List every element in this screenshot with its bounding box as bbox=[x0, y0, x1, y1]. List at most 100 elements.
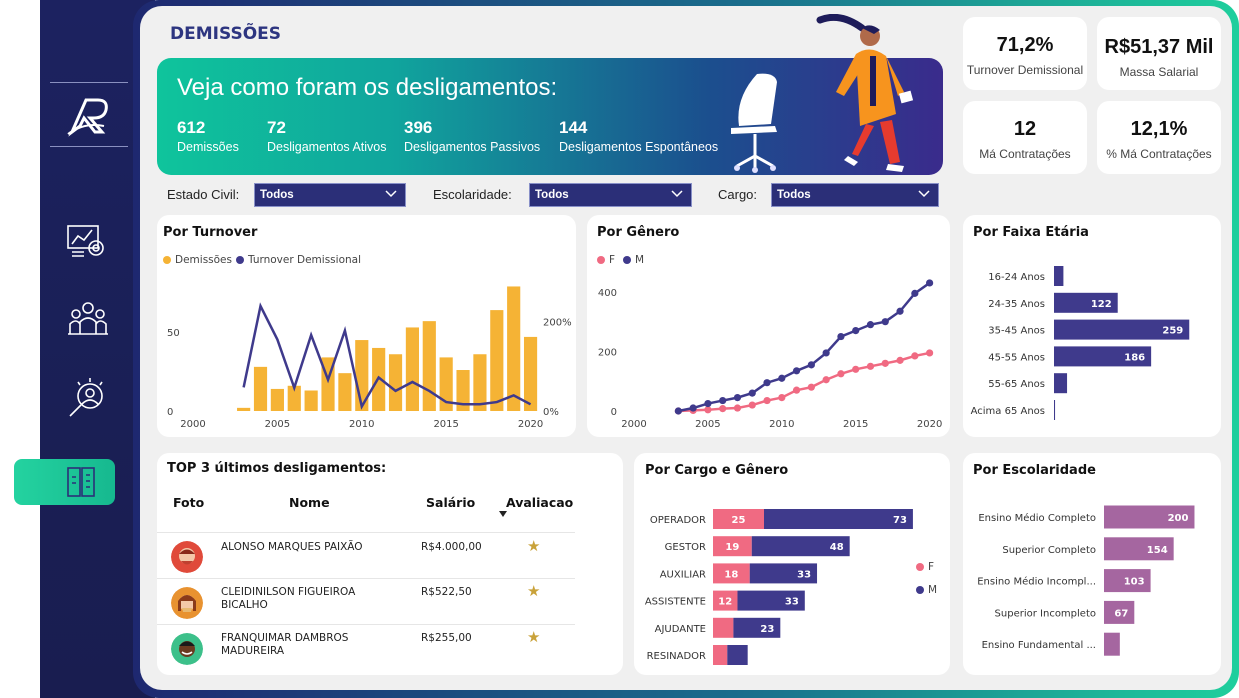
column-header-salario[interactable]: Salário bbox=[426, 495, 476, 510]
table-row[interactable]: ALONSO MARQUES PAIXÃO R$4.000,00 ★ bbox=[157, 532, 575, 578]
y-tick-label: 200 bbox=[598, 347, 617, 358]
series-point-f bbox=[822, 376, 830, 384]
legend-item: Demissões bbox=[175, 254, 232, 266]
bar bbox=[1104, 537, 1174, 561]
chart-legend: Demissões Turnover Demissional bbox=[163, 254, 361, 266]
row-name: CLEIDINILSON FIGUEIROA BICALHO bbox=[221, 586, 356, 611]
star-rating-icon: ★ bbox=[527, 628, 541, 646]
filter-escolaridade-label: Escolaridade: bbox=[433, 187, 512, 202]
bar bbox=[1054, 292, 1118, 313]
series-point-m bbox=[733, 394, 742, 402]
x-tick-label: 2010 bbox=[769, 419, 794, 430]
data-label: 33 bbox=[785, 597, 799, 608]
series-point-f bbox=[911, 352, 919, 360]
series-point-f bbox=[778, 394, 786, 402]
legend-item: M bbox=[928, 584, 938, 596]
series-point-f bbox=[792, 386, 801, 394]
filter-cargo-label: Cargo: bbox=[718, 187, 758, 202]
select-value: Todos bbox=[260, 189, 294, 201]
legend-item: F bbox=[609, 254, 616, 266]
kpi-massa-salarial: R$51,37 Mil Massa Salarial bbox=[1097, 17, 1221, 90]
filter-escolaridade-select[interactable]: Todos bbox=[529, 183, 692, 207]
series-point-f bbox=[896, 356, 904, 364]
banner-title: Veja como foram os desligamentos: bbox=[177, 74, 558, 101]
bar bbox=[1054, 400, 1056, 420]
series-line-m bbox=[678, 281, 931, 413]
recruitment-search-icon[interactable] bbox=[64, 374, 112, 420]
sidebar-item-active[interactable] bbox=[14, 459, 115, 505]
row-salary: R$255,00 bbox=[421, 632, 472, 644]
table-row[interactable]: FRANQUIMAR DAMBROS MADUREIRA R$255,00 ★ bbox=[157, 624, 575, 670]
stat-passivos: 396 Desligamentos Passivos bbox=[404, 118, 540, 154]
category-label: Acima 65 Anos bbox=[971, 406, 1045, 417]
star-rating-icon: ★ bbox=[527, 582, 541, 600]
legend-dot bbox=[163, 256, 171, 264]
faixa-etaria-chart: 16-24 Anos 24-35 Anos 122 35-45 Anos 259 45-5… bbox=[971, 266, 1190, 420]
select-value: Todos bbox=[535, 189, 569, 201]
column-header-nome[interactable]: Nome bbox=[289, 495, 330, 510]
bar-m bbox=[727, 645, 748, 665]
table-row[interactable]: CLEIDINILSON FIGUEIROA BICALHO R$522,50 … bbox=[157, 578, 575, 624]
series-point-m bbox=[866, 321, 875, 329]
bar bbox=[1104, 569, 1151, 593]
bar-f bbox=[713, 590, 738, 611]
y-tick-label: 400 bbox=[598, 288, 617, 299]
cargo-genero-chart: OPERADOR 25 73 GESTOR 19 48 AUXILIAR 18 33 ASSIST… bbox=[645, 509, 913, 665]
series-point-f bbox=[837, 370, 845, 378]
series-point-m bbox=[674, 407, 682, 415]
category-label: 45-55 Anos bbox=[988, 352, 1045, 363]
y-tick-label: 0 bbox=[167, 407, 173, 418]
team-icon[interactable] bbox=[64, 296, 112, 342]
sort-desc-icon[interactable] bbox=[499, 511, 507, 517]
data-label: 18 bbox=[724, 569, 738, 580]
category-label: Ensino Fundamental ... bbox=[982, 640, 1096, 651]
category-label: 55-65 Anos bbox=[988, 379, 1045, 390]
series-point-m bbox=[748, 389, 756, 397]
data-label: 23 bbox=[760, 624, 774, 635]
bar bbox=[1054, 373, 1068, 394]
chart-card-faixa-etaria: Por Faixa Etária 16-24 Anos 24-35 Anos 122… bbox=[963, 215, 1221, 437]
category-label: AJUDANTE bbox=[655, 624, 706, 635]
chart-card-cargo-genero: Por Cargo e Gênero F M OPERADOR 25 73 GESTO… bbox=[634, 453, 950, 675]
chart-title: Por Faixa Etária bbox=[973, 225, 1089, 240]
sidebar-divider bbox=[50, 82, 128, 83]
column-header-avaliacao[interactable]: Avaliacao bbox=[506, 495, 574, 510]
bar bbox=[1054, 346, 1152, 367]
legend-dot bbox=[597, 256, 605, 264]
legend-item-f: F bbox=[916, 561, 934, 573]
x-tick-label: 2000 bbox=[621, 419, 646, 430]
x-tick-label: 2020 bbox=[518, 419, 543, 430]
data-label: 200 bbox=[1168, 513, 1189, 524]
filter-cargo-select[interactable]: Todos bbox=[771, 183, 939, 207]
analytics-icon[interactable] bbox=[64, 218, 112, 264]
series-point-m bbox=[852, 327, 860, 335]
genero-chart: 0 200 400 2000 2005 2010 2015 2020 bbox=[598, 279, 942, 430]
stat-value: 612 bbox=[177, 118, 206, 137]
bar-m bbox=[733, 617, 781, 638]
logo-icon[interactable] bbox=[64, 92, 112, 138]
column-header-foto[interactable]: Foto bbox=[173, 495, 205, 510]
stat-demissoes: 612 Demissões bbox=[177, 118, 239, 154]
data-label: 25 bbox=[732, 515, 746, 526]
data-label: 259 bbox=[1162, 326, 1183, 337]
series-point-m bbox=[792, 367, 801, 375]
series-point-m bbox=[763, 379, 771, 387]
category-label: Ensino Médio Incompl... bbox=[977, 576, 1096, 588]
chevron-down-icon bbox=[385, 190, 397, 198]
filter-estado-civil-select[interactable]: Todos bbox=[254, 183, 406, 207]
kpi-label: Massa Salarial bbox=[1119, 65, 1199, 79]
data-label: 122 bbox=[1091, 299, 1112, 310]
series-point-f bbox=[866, 362, 875, 370]
stat-value: 396 bbox=[404, 118, 433, 137]
summary-banner: Veja como foram os desligamentos: 612 De… bbox=[157, 58, 943, 175]
x-tick-label: 2005 bbox=[695, 419, 720, 430]
legend-dot bbox=[916, 563, 924, 571]
bar-m bbox=[737, 590, 805, 611]
chevron-down-icon bbox=[671, 190, 683, 198]
category-label: OPERADOR bbox=[650, 515, 706, 526]
chart-card-escolaridade: Por Escolaridade Ensino Médio Completo 20… bbox=[963, 453, 1221, 675]
legend-item: Turnover Demissional bbox=[248, 254, 361, 266]
y2-tick-label: 0% bbox=[543, 407, 559, 418]
x-tick-label: 2020 bbox=[917, 419, 942, 430]
stat-label: Desligamentos Espontâneos bbox=[559, 140, 719, 154]
